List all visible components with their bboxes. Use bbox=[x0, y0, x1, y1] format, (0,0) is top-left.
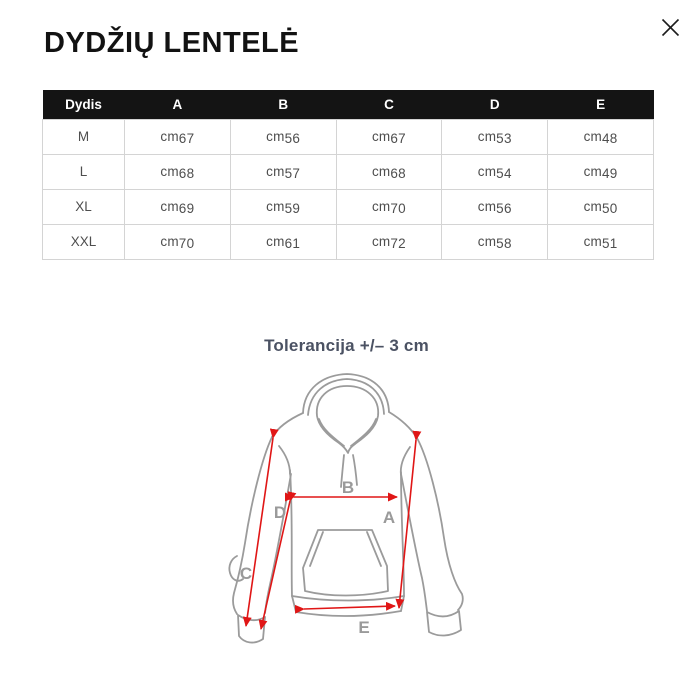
measurement-cell: cm57 bbox=[229, 153, 337, 190]
tolerance-note: Tolerancija +/– 3 cm bbox=[264, 335, 429, 355]
value-text: 53 bbox=[496, 131, 512, 147]
size-cell: XXL bbox=[42, 223, 125, 260]
measurement-cell: cm48 bbox=[547, 118, 654, 155]
measurement-cell: cm54 bbox=[441, 153, 549, 190]
value-text: 51 bbox=[601, 236, 618, 252]
unit-text: cm bbox=[371, 164, 391, 180]
label-A: A bbox=[382, 508, 394, 527]
arrow-E bbox=[294, 601, 396, 614]
measurement-cell: cm70 bbox=[335, 188, 443, 225]
unit-text: cm bbox=[266, 234, 285, 250]
measurement-cell: cm70 bbox=[124, 223, 231, 260]
size-cell: L bbox=[42, 153, 125, 190]
measurement-cell: cm59 bbox=[229, 188, 337, 225]
column-header: A bbox=[124, 90, 231, 120]
column-header: B bbox=[230, 90, 337, 120]
table-row: XXL cm70 cm61 cm72 cm58 cm51 bbox=[42, 223, 654, 260]
size-cell: M bbox=[42, 118, 125, 155]
label-E: E bbox=[358, 618, 369, 637]
value-text: 50 bbox=[601, 201, 618, 217]
unit-text: cm bbox=[160, 164, 179, 180]
unit-text: cm bbox=[371, 234, 391, 250]
arrow-C bbox=[242, 428, 279, 627]
unit-text: cm bbox=[477, 164, 497, 180]
value-text: 69 bbox=[178, 201, 195, 217]
value-text: 70 bbox=[390, 201, 406, 217]
measurement-cell: cm53 bbox=[441, 118, 549, 155]
unit-text: cm bbox=[477, 234, 497, 250]
label-C: C bbox=[239, 564, 251, 583]
value-text: 70 bbox=[178, 236, 195, 252]
measurement-cell: cm61 bbox=[229, 223, 337, 260]
measurement-cell: cm67 bbox=[124, 118, 231, 155]
value-text: 61 bbox=[284, 236, 301, 252]
unit-text: cm bbox=[266, 164, 285, 180]
table-row: XL cm69 cm59 cm70 cm56 cm50 bbox=[42, 188, 654, 225]
value-text: 59 bbox=[284, 201, 301, 217]
value-text: 56 bbox=[284, 131, 301, 147]
size-cell: XL bbox=[42, 188, 125, 225]
value-text: 72 bbox=[390, 236, 406, 252]
label-B: B bbox=[341, 478, 353, 497]
hoodie-outline bbox=[228, 373, 464, 644]
measurement-diagram: Tolerancija +/– 3 cm bbox=[0, 336, 693, 683]
value-text: 67 bbox=[390, 131, 406, 147]
measurement-cell: cm56 bbox=[441, 188, 549, 225]
measurement-arrows bbox=[242, 428, 421, 630]
column-header: C bbox=[336, 90, 442, 120]
unit-text: cm bbox=[160, 199, 179, 215]
unit-text: cm bbox=[266, 129, 285, 145]
unit-text: cm bbox=[477, 129, 497, 145]
unit-text: cm bbox=[583, 164, 602, 180]
value-text: 68 bbox=[390, 166, 406, 182]
measurement-cell: cm68 bbox=[124, 153, 231, 190]
arrow-D bbox=[258, 491, 296, 630]
close-button[interactable] bbox=[655, 12, 685, 42]
measurement-cell: cm68 bbox=[335, 153, 443, 190]
measurement-cell: cm72 bbox=[335, 223, 443, 260]
close-icon bbox=[661, 18, 679, 36]
value-text: 68 bbox=[178, 166, 195, 182]
size-table-head-row: Dydis A B C D E bbox=[42, 90, 654, 120]
measurement-cell: cm50 bbox=[547, 188, 654, 225]
measurement-cell: cm51 bbox=[547, 223, 654, 260]
column-header: Dydis bbox=[42, 90, 125, 120]
unit-text: cm bbox=[266, 199, 285, 215]
measurement-cell: cm58 bbox=[441, 223, 549, 260]
unit-text: cm bbox=[583, 234, 602, 250]
measurement-cell: cm67 bbox=[335, 118, 443, 155]
unit-text: cm bbox=[583, 129, 602, 145]
value-text: 56 bbox=[496, 201, 512, 217]
unit-text: cm bbox=[583, 199, 602, 215]
unit-text: cm bbox=[371, 129, 391, 145]
value-text: 54 bbox=[496, 166, 512, 182]
value-text: 57 bbox=[284, 166, 301, 182]
column-header: E bbox=[547, 90, 654, 120]
unit-text: cm bbox=[477, 199, 497, 215]
value-text: 48 bbox=[601, 131, 618, 147]
label-D: D bbox=[273, 503, 285, 522]
measurement-cell: cm49 bbox=[547, 153, 654, 190]
value-text: 49 bbox=[601, 166, 618, 182]
measurement-cell: cm69 bbox=[124, 188, 231, 225]
size-table-header: Dydis A B C D E bbox=[42, 90, 654, 120]
value-text: 67 bbox=[178, 131, 195, 147]
hoodie-diagram-image: B D A C E bbox=[228, 373, 464, 644]
unit-text: cm bbox=[160, 234, 179, 250]
arrow-A bbox=[394, 430, 421, 609]
measurement-cell: cm56 bbox=[229, 118, 337, 155]
column-header: D bbox=[441, 90, 548, 120]
page-title: DYDŽIŲ LENTELĖ bbox=[44, 27, 300, 59]
unit-text: cm bbox=[371, 199, 391, 215]
unit-text: cm bbox=[160, 129, 179, 145]
value-text: 58 bbox=[496, 236, 512, 252]
